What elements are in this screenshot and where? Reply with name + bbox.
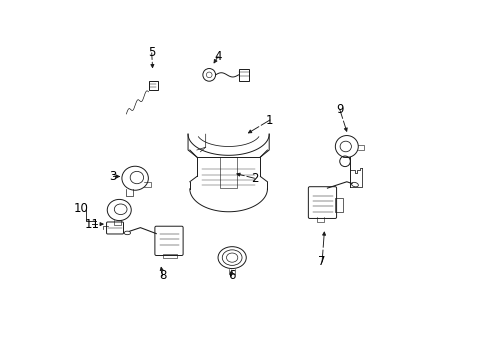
Bar: [163, 254, 177, 258]
Text: 8: 8: [159, 270, 166, 283]
Bar: [148, 81, 158, 90]
Text: 2: 2: [250, 172, 258, 185]
Bar: [238, 69, 248, 81]
Bar: [334, 198, 342, 212]
Text: 3: 3: [109, 170, 117, 183]
Text: 4: 4: [214, 50, 222, 63]
Text: 10: 10: [74, 202, 89, 215]
Text: 6: 6: [227, 270, 235, 283]
Text: 5: 5: [148, 46, 155, 59]
Text: 9: 9: [335, 103, 343, 116]
Text: 7: 7: [318, 255, 325, 268]
Text: 1: 1: [265, 113, 273, 126]
Text: 11: 11: [84, 217, 100, 231]
